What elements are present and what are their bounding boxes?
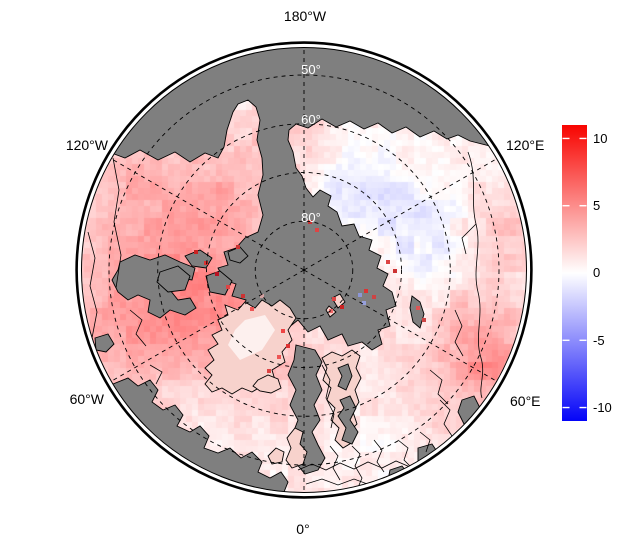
lon-label-60w: 60°W	[70, 391, 105, 407]
lon-label-120w: 120°W	[66, 137, 109, 153]
coastal-speckle	[416, 306, 420, 310]
coastal-speckle	[358, 293, 362, 297]
lat-label-80: 80°	[301, 210, 321, 225]
border-europe-4	[373, 439, 385, 473]
lon-label-180w: 180°W	[284, 8, 327, 24]
lon-label-120e: 120°E	[506, 137, 544, 153]
coastal-speckle	[260, 294, 264, 298]
coastal-speckle	[393, 269, 397, 273]
coastal-speckle	[362, 301, 366, 305]
meridian-line-60	[303, 158, 497, 271]
coastal-speckle	[204, 261, 208, 265]
colorbar-label-5: 5	[593, 198, 600, 213]
coast-ob-yenisei	[454, 309, 464, 357]
great-britain	[285, 427, 308, 469]
border-canada-2	[129, 309, 147, 347]
coast-siberia	[467, 151, 484, 399]
coastal-speckle	[332, 297, 336, 301]
lon-label-60e: 60°E	[510, 393, 541, 409]
coastal-speckle	[286, 344, 290, 348]
border-europe-3	[351, 445, 363, 491]
lat-label-50: 50°	[301, 62, 321, 77]
colorbar-ticks	[562, 137, 587, 409]
map-boundary-outer	[75, 41, 533, 499]
coastal-speckle	[386, 260, 390, 264]
border-russia-2	[439, 399, 453, 437]
iceland	[252, 374, 282, 394]
colorbar-label-m10: -10	[593, 400, 612, 415]
coastal-speckle	[250, 307, 254, 311]
island-novaya-zemlya	[409, 295, 425, 329]
coastal-speckle	[281, 329, 285, 333]
landmass-alaska-siberia-central-arctic	[81, 47, 527, 351]
graticule-layer	[108, 47, 500, 493]
border-scandinavia	[321, 364, 335, 429]
colorbar: 10 5 0 -5 -10	[562, 125, 612, 421]
coastal-speckle	[236, 245, 240, 249]
border-europe-7	[329, 445, 341, 481]
coastal-speckle	[340, 305, 344, 309]
border-canada-3	[149, 364, 163, 385]
meridian-line-120	[303, 269, 497, 382]
meridian-line-240	[111, 269, 305, 382]
map-boundary-inner	[81, 47, 527, 493]
coastal-speckle	[277, 355, 281, 359]
coastal-speckle	[364, 289, 368, 293]
colorbar-label-0: 0	[593, 265, 600, 280]
coastal-speckle	[194, 250, 198, 254]
coastal-speckle	[215, 272, 219, 276]
island-small-west	[94, 333, 115, 353]
meridian-line-300	[111, 158, 305, 271]
coastal-speckle	[315, 228, 319, 232]
coast-siberia-spur	[461, 223, 477, 255]
border-europe-6	[419, 431, 431, 453]
border-canada-west	[87, 231, 98, 339]
coastal-speckle	[267, 369, 271, 373]
lat-label-60: 60°	[301, 112, 321, 127]
coastal-speckle	[226, 285, 230, 289]
lon-label-0: 0°	[296, 521, 309, 537]
ireland	[267, 447, 285, 465]
border-alaska-canada	[112, 157, 122, 289]
latitude-circle-80	[254, 220, 354, 320]
colorbar-label-10: 10	[593, 131, 607, 146]
border-russia-1	[429, 369, 449, 405]
colorbar-label-m5: -5	[593, 333, 605, 348]
coastal-speckle	[422, 318, 426, 322]
gulf-of-bothnia	[337, 363, 353, 391]
border-europe-5	[397, 439, 413, 469]
island-victoria	[156, 265, 191, 293]
greenland-interior	[228, 315, 275, 360]
coastal-speckle	[241, 294, 245, 298]
map-boundary-gap	[77, 43, 531, 497]
border-europe-1	[297, 460, 411, 471]
coastal-speckle	[372, 295, 376, 299]
